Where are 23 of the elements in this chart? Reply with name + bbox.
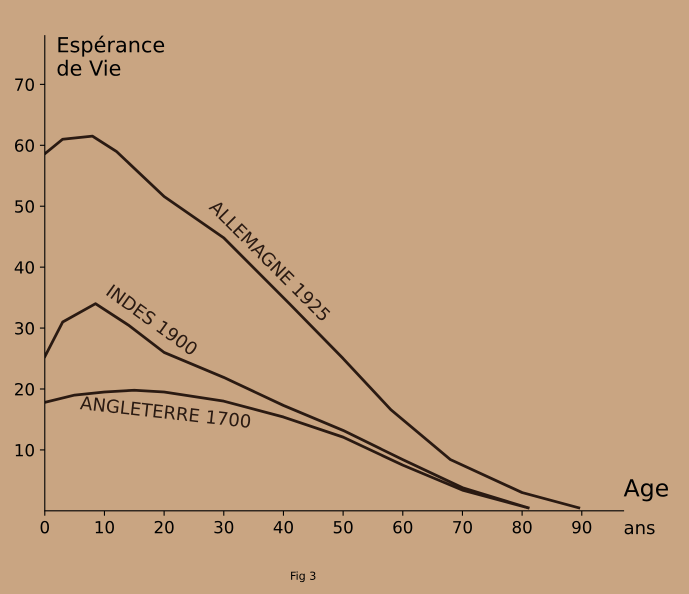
- x-tick-label: 10: [96, 520, 114, 534]
- y-tick-label: 70: [15, 78, 34, 91]
- x-tick-label: 90: [572, 520, 592, 534]
- x-tick-label: 30: [214, 520, 234, 534]
- caption: Fig 3: [291, 571, 316, 582]
- y-tick-label: 10: [16, 444, 34, 456]
- y-tick-label: 50: [15, 200, 34, 213]
- x-tick-label: 20: [154, 520, 174, 534]
- y-tick-label: 40: [14, 261, 34, 274]
- x-tick-label: 0: [40, 520, 49, 534]
- text: ans: [624, 524, 655, 534]
- x-tick-label: 60: [393, 520, 412, 534]
- x-tick-label: 70: [453, 520, 472, 534]
- x-axis-title: Age: [624, 479, 668, 502]
- x-tick-label: 50: [334, 520, 353, 534]
- y-tick-label: 30: [15, 322, 34, 335]
- x-tick-label: 80: [512, 520, 532, 534]
- line-series: [44, 134, 580, 510]
- y-tick-label: 20: [15, 382, 34, 396]
- y-axis-title: Espérance de Vie: [58, 36, 164, 76]
- x-tick-label: 40: [274, 520, 293, 534]
- text: ANGLETERRE 1700: [80, 396, 251, 428]
- y-tick-label: 60: [15, 139, 34, 152]
